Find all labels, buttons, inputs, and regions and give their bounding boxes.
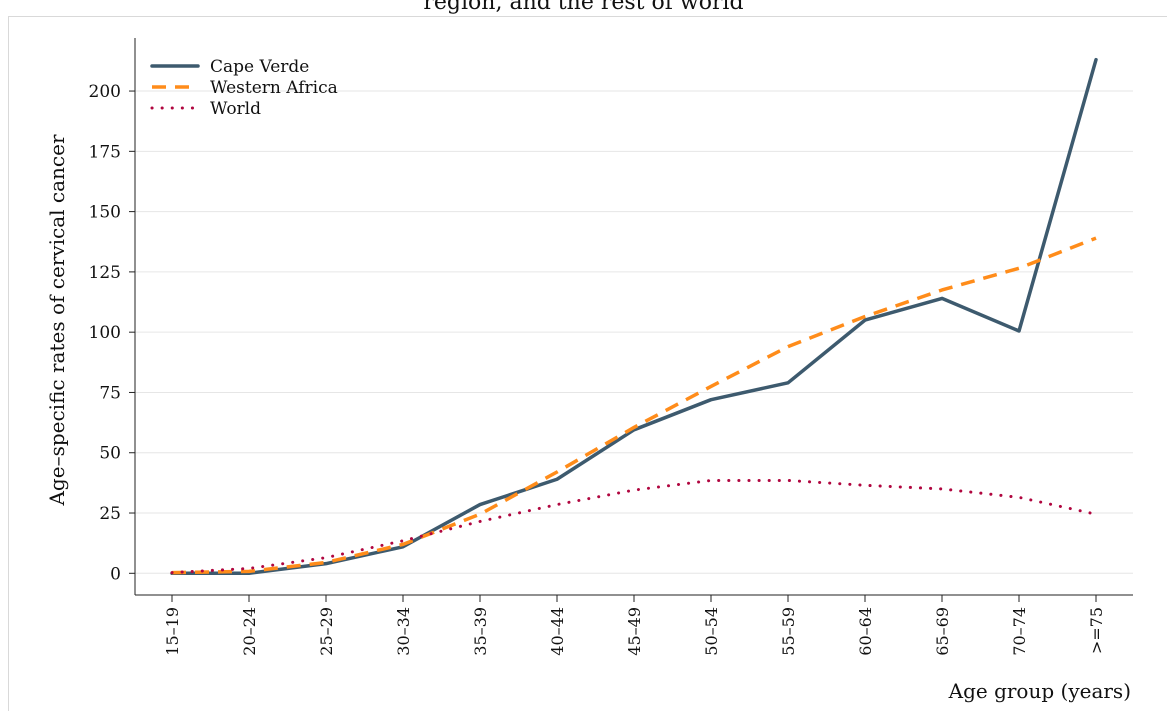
series-lines (170, 57, 1098, 576)
legend-label-western-africa: Western Africa (210, 78, 338, 98)
x-tick-label: 70–74 (1010, 607, 1029, 656)
series-line-cape-verde (170, 57, 1098, 576)
y-tick-label: 25 (99, 504, 121, 524)
axes: 0 25 50 75 100 125 150 175 200 15–19 20–24 25–29 30–… (89, 38, 1133, 656)
series-line-western-africa (171, 236, 1097, 575)
y-axis-label: Age–specific rates of cervical cancer (45, 134, 69, 506)
y-tick-label: 125 (89, 263, 121, 283)
x-tick-label: 65–69 (933, 607, 952, 656)
y-tick-label: 150 (89, 203, 121, 223)
x-tick-label: 50–54 (702, 607, 721, 656)
x-tick-label: 45–49 (625, 607, 644, 656)
series-line-world (170, 478, 1098, 575)
x-tick-label: 15–19 (163, 607, 182, 656)
x-tick-label: >=75 (1087, 607, 1106, 654)
gridlines (135, 90, 1133, 574)
x-tick-label: 55–59 (779, 607, 798, 656)
x-tick-label: 35–39 (471, 607, 490, 656)
x-tick-label: 60–64 (856, 607, 875, 656)
y-tick-label: 100 (89, 323, 121, 343)
legend-label-cape-verde: Cape Verde (210, 57, 309, 77)
y-tick-label: 0 (110, 564, 121, 584)
x-tick-label: 20–24 (240, 607, 259, 656)
chart-title: region, and the rest of world (423, 0, 744, 15)
x-tick-label: 30–34 (394, 607, 413, 656)
legend-label-world: World (210, 99, 261, 119)
x-tick-label: 40–44 (548, 607, 567, 656)
y-tick-label: 200 (89, 82, 121, 102)
y-tick-label: 75 (99, 383, 121, 403)
x-axis-label: Age group (years) (948, 679, 1131, 703)
chart-frame (8, 16, 1167, 711)
y-tick-label: 50 (99, 444, 121, 464)
y-tick-label: 175 (89, 142, 121, 162)
x-tick-label: 25–29 (317, 607, 336, 656)
